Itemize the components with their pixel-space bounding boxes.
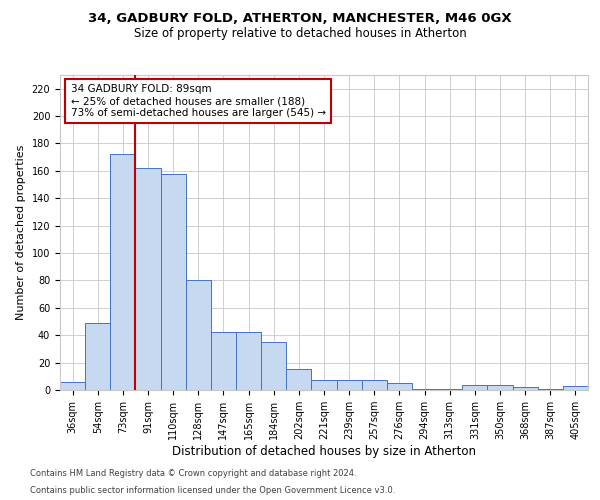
Bar: [161, 174, 186, 390]
Bar: [236, 332, 261, 390]
Bar: [462, 384, 487, 390]
Bar: [311, 380, 337, 390]
Y-axis label: Number of detached properties: Number of detached properties: [16, 145, 26, 320]
Bar: [512, 388, 538, 390]
Bar: [538, 388, 563, 390]
Bar: [60, 382, 85, 390]
Text: 34, GADBURY FOLD, ATHERTON, MANCHESTER, M46 0GX: 34, GADBURY FOLD, ATHERTON, MANCHESTER, …: [88, 12, 512, 26]
Bar: [286, 370, 311, 390]
Bar: [563, 386, 588, 390]
Bar: [337, 380, 362, 390]
Text: 34 GADBURY FOLD: 89sqm
← 25% of detached houses are smaller (188)
73% of semi-de: 34 GADBURY FOLD: 89sqm ← 25% of detached…: [71, 84, 326, 117]
Text: Contains public sector information licensed under the Open Government Licence v3: Contains public sector information licen…: [30, 486, 395, 495]
Bar: [487, 384, 512, 390]
X-axis label: Distribution of detached houses by size in Atherton: Distribution of detached houses by size …: [172, 445, 476, 458]
Bar: [261, 342, 286, 390]
Bar: [110, 154, 136, 390]
Bar: [387, 383, 412, 390]
Bar: [362, 380, 387, 390]
Bar: [437, 388, 462, 390]
Bar: [412, 388, 437, 390]
Bar: [136, 168, 161, 390]
Text: Contains HM Land Registry data © Crown copyright and database right 2024.: Contains HM Land Registry data © Crown c…: [30, 468, 356, 477]
Bar: [85, 323, 110, 390]
Bar: [186, 280, 211, 390]
Bar: [211, 332, 236, 390]
Text: Size of property relative to detached houses in Atherton: Size of property relative to detached ho…: [134, 28, 466, 40]
